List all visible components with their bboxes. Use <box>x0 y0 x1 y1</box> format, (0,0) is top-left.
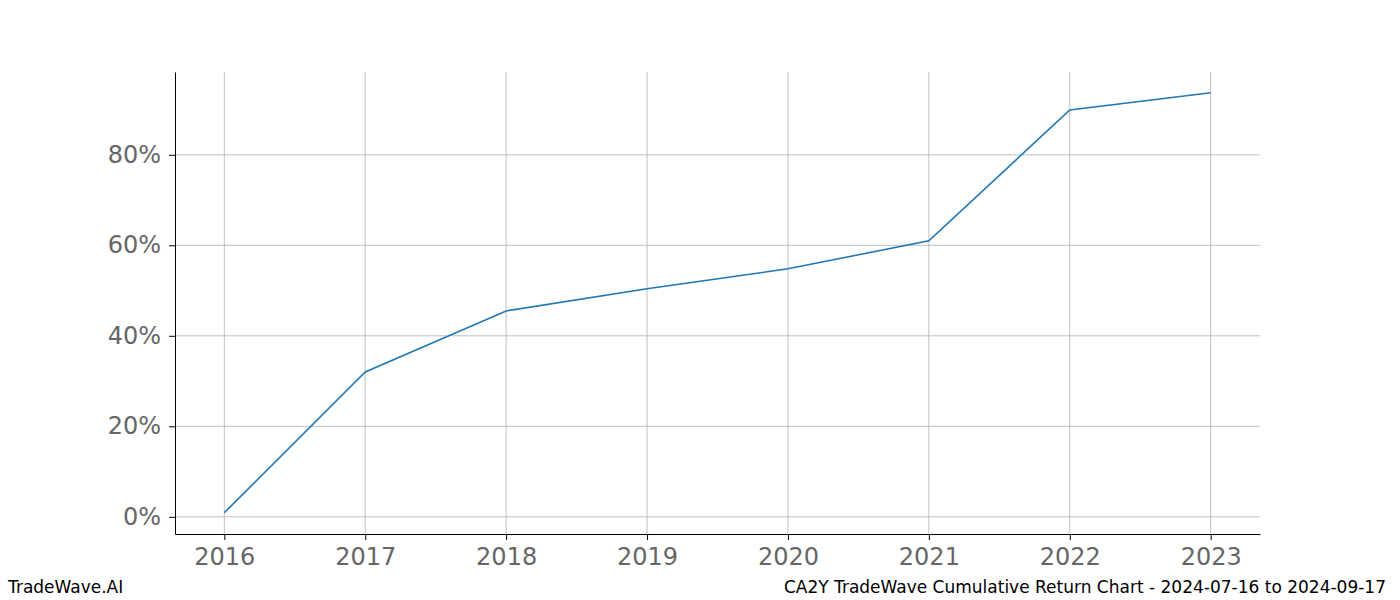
y-tick: 0% <box>123 503 175 531</box>
x-grid-line <box>647 72 648 534</box>
x-tick-mark <box>506 534 507 540</box>
x-tick: 2021 <box>899 534 960 571</box>
x-grid-line <box>365 72 366 534</box>
x-tick: 2023 <box>1181 534 1242 571</box>
x-grid-line <box>1210 72 1211 534</box>
y-grid-line <box>175 245 1260 246</box>
y-grid-line <box>175 335 1260 336</box>
y-tick-label: 40% <box>108 322 161 350</box>
x-tick-mark <box>647 534 648 540</box>
x-tick-mark <box>788 534 789 540</box>
y-tick: 40% <box>108 322 175 350</box>
x-tick-label: 2021 <box>899 543 960 571</box>
y-tick: 80% <box>108 141 175 169</box>
x-tick: 2017 <box>335 534 396 571</box>
x-tick: 2019 <box>617 534 678 571</box>
x-tick-label: 2020 <box>758 543 819 571</box>
x-tick-mark <box>1070 534 1071 540</box>
y-tick-label: 60% <box>108 231 161 259</box>
x-tick-mark <box>929 534 930 540</box>
x-tick: 2020 <box>758 534 819 571</box>
marks <box>224 93 1210 513</box>
y-tick-label: 0% <box>123 503 161 531</box>
grid <box>175 72 1260 534</box>
y-grid-line <box>175 154 1260 155</box>
y-tick: 60% <box>108 231 175 259</box>
y-tick-mark <box>169 245 175 246</box>
y-axis: 0% 20% 40% 60% 80% <box>108 73 176 535</box>
x-grid-line <box>1069 72 1070 534</box>
y-tick-mark <box>169 517 175 518</box>
x-axis-line <box>176 534 1261 535</box>
x-tick: 2016 <box>194 534 255 571</box>
x-grid-line <box>928 72 929 534</box>
y-grid-line <box>175 516 1260 517</box>
x-tick-label: 2019 <box>617 543 678 571</box>
y-tick-mark <box>169 336 175 337</box>
y-tick-label: 20% <box>108 412 161 440</box>
chart: 0%20%40%60%80%20162017201820192020202120… <box>0 0 1400 600</box>
x-tick-mark <box>1211 534 1212 540</box>
y-tick-label: 80% <box>108 141 161 169</box>
y-tick: 20% <box>108 412 175 440</box>
x-tick-label: 2023 <box>1181 543 1242 571</box>
y-tick-mark <box>169 426 175 427</box>
x-tick: 2022 <box>1040 534 1101 571</box>
annotation: TradeWave.AI <box>7 577 123 597</box>
x-grid-line <box>787 72 788 534</box>
x-tick-label: 2018 <box>476 543 537 571</box>
line <box>224 93 1210 513</box>
x-tick-mark <box>224 534 225 540</box>
x-axis: 2016 2017 2018 2019 2020 2021 2022 2023 <box>176 534 1261 571</box>
y-tick-mark <box>169 155 175 156</box>
x-tick-label: 2022 <box>1040 543 1101 571</box>
x-tick-mark <box>365 534 366 540</box>
x-tick-label: 2016 <box>194 543 255 571</box>
title: CA2Y TradeWave Cumulative Return Chart -… <box>784 577 1386 597</box>
x-tick: 2018 <box>476 534 537 571</box>
x-grid-line <box>224 72 225 534</box>
y-grid-line <box>175 426 1260 427</box>
plot: 0%20%40%60%80%20162017201820192020202120… <box>108 72 1261 571</box>
x-grid-line <box>506 72 507 534</box>
x-tick-label: 2017 <box>335 543 396 571</box>
y-axis-line <box>175 73 176 535</box>
